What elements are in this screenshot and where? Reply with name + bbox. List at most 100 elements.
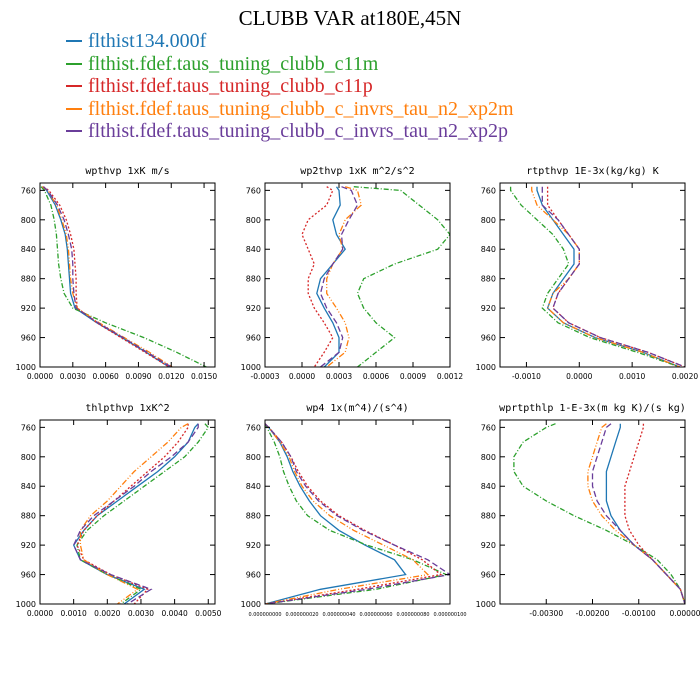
x-tick-label: 0.0003 [326,372,352,381]
x-tick-label: 0.0009 [400,372,426,381]
x-tick-label: 0.0006 [363,372,389,381]
y-tick-label: 840 [481,482,496,491]
x-tick-label: -0.0003 [251,372,280,381]
x-tick-label: 0.000000040 [323,612,356,618]
x-tick-label: 0.0010 [61,609,87,618]
series-line-3 [546,186,685,367]
x-tick-label: 0.000000060 [360,612,393,618]
series-line-3 [76,423,189,604]
series-line-2 [513,423,685,604]
y-tick-label: 800 [246,216,261,225]
y-tick-label: 920 [246,304,261,313]
series-line-1 [265,423,407,604]
y-tick-label: 880 [246,275,261,284]
y-tick-label: 840 [246,245,261,254]
legend-item: flthist.fdef.taus_tuning_clubb_c_invrs_t… [66,98,514,121]
y-tick-label: 1000 [241,363,261,372]
plot-frame [264,182,451,368]
y-tick-label: 760 [481,186,496,195]
y-tick-label: 800 [246,453,261,462]
plot-frame [499,182,686,368]
y-tick-label: 880 [481,512,496,521]
series-line-4 [531,186,680,367]
y-tick-label: 760 [481,423,496,432]
y-tick-label: 840 [246,482,261,491]
series-line-3 [624,423,685,604]
y-tick-label: 760 [21,423,36,432]
series-line-2 [40,186,207,367]
y-tick-label: 920 [481,541,496,550]
x-tick-label: -0.00200 [576,609,610,618]
x-tick-label: -0.0010 [512,372,541,381]
legend-item: flthist134.000f [66,30,514,53]
legend-swatch [66,40,82,43]
legend-swatch [66,62,82,65]
series-line-5 [541,186,685,367]
series-line-3 [265,423,443,604]
panel-3: rtpthvp 1E-3x(kg/kg) K 760 800 840 880 920 960… [476,166,699,381]
series-line-5 [591,423,685,604]
series-line-1 [316,186,346,367]
panel-2: wp2thvp 1xK m^2/s^2 760 800 840 880 920 960 100… [241,166,464,381]
y-tick-label: 760 [21,186,36,195]
x-tick-label: 0.000000020 [286,612,319,618]
x-tick-label: 0.0150 [191,372,217,381]
series-line-2 [265,423,449,604]
y-tick-label: 920 [21,304,36,313]
series-line-4 [41,186,173,367]
y-tick-label: 800 [21,453,36,462]
y-tick-label: 880 [21,275,36,284]
y-tick-label: 960 [21,334,36,343]
x-tick-label: 0.0020 [94,609,120,618]
y-tick-label: 1000 [241,600,261,609]
x-tick-label: 0.000000080 [397,612,430,618]
legend-label: flthist134.000f [88,30,207,52]
x-tick-label: 0.0040 [161,609,187,618]
plot-frame [499,419,686,605]
legend-swatch [66,85,82,88]
figure-title: CLUBB VAR at180E,45N [238,6,462,30]
x-tick-label: 0.0000 [289,372,315,381]
x-tick-label: -0.00100 [622,609,656,618]
y-tick-label: 1000 [16,600,36,609]
legend-label: flthist.fdef.taus_tuning_clubb_c_invrs_t… [88,97,514,120]
x-tick-label: 0.0030 [60,372,86,381]
y-tick-label: 960 [21,571,36,580]
y-tick-label: 880 [246,512,261,521]
legend-swatch [66,107,82,110]
series-line-5 [42,186,172,367]
series-line-5 [319,186,359,367]
panel-title: rtpthvp 1E-3x(kg/kg) K [526,166,658,177]
y-tick-label: 960 [481,571,496,580]
legend-item: flthist.fdef.taus_tuning_clubb_c11m [66,53,514,76]
y-tick-label: 880 [21,512,36,521]
series-line-2 [509,186,680,367]
legend-swatch [66,130,82,133]
panel-title: thlpthvp 1xK^2 [85,403,169,414]
panel-6: wprtpthlp 1-E-3x(m kg K)/(s kg)760 800 840… [476,403,700,618]
y-tick-label: 840 [21,245,36,254]
panel-title: wp2thvp 1xK m^2/s^2 [300,166,414,177]
panel-title: wpthvp 1xK m/s [85,166,169,177]
y-tick-label: 960 [246,334,261,343]
y-tick-label: 1000 [476,600,496,609]
x-tick-label: -0.00300 [529,609,563,618]
panel-4: thlpthvp 1xK^276080084088092096010000.00… [16,403,222,618]
plot-frame [39,182,216,368]
panel-title: wprtpthlp 1-E-3x(m kg K)/(s kg) [499,403,686,414]
x-tick-label: 0.0000 [27,609,53,618]
y-tick-label: 960 [246,571,261,580]
x-tick-label: 0.00000 [669,609,700,618]
y-tick-label: 800 [21,216,36,225]
legend-label: flthist.fdef.taus_tuning_clubb_c11p [88,75,373,97]
y-tick-label: 1000 [476,363,496,372]
x-tick-label: 0.0000 [566,372,592,381]
series-line-3 [301,186,334,367]
series-line-3 [42,186,170,367]
series-line-4 [79,423,189,604]
x-tick-label: 0.0000 [27,372,53,381]
x-tick-label: 0.000000000 [249,612,282,618]
series-line-1 [41,186,170,367]
legend-label: flthist.fdef.taus_tuning_clubb_c_invrs_t… [88,120,508,142]
